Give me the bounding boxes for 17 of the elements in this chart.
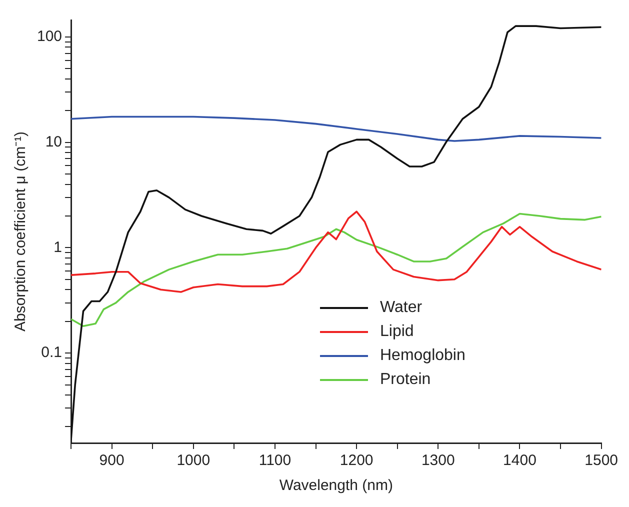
- x-tick-label: 1000: [176, 452, 210, 470]
- y-tick-label: 1: [54, 238, 62, 256]
- x-tick-label: 1100: [258, 452, 292, 470]
- y-tick-label: 100: [36, 28, 62, 46]
- x-tick-label: 1400: [503, 452, 536, 470]
- x-axis-title: Wavelength (nm): [279, 477, 393, 494]
- y-axis-title: Absorption coefficient μ (cm⁻¹): [12, 131, 30, 332]
- x-tick-label: 1200: [340, 452, 374, 470]
- y-tick-label: 0.1: [41, 344, 62, 362]
- x-tick-label: 1300: [421, 452, 455, 470]
- legend-label: Lipid: [380, 323, 414, 341]
- x-tick-label: 900: [99, 452, 124, 470]
- legend-label: Protein: [380, 371, 431, 389]
- x-tick-label: 1500: [584, 452, 618, 470]
- legend-label: Water: [380, 299, 422, 317]
- y-tick-label: 10: [45, 133, 62, 150]
- legend-label: Hemoglobin: [380, 347, 466, 365]
